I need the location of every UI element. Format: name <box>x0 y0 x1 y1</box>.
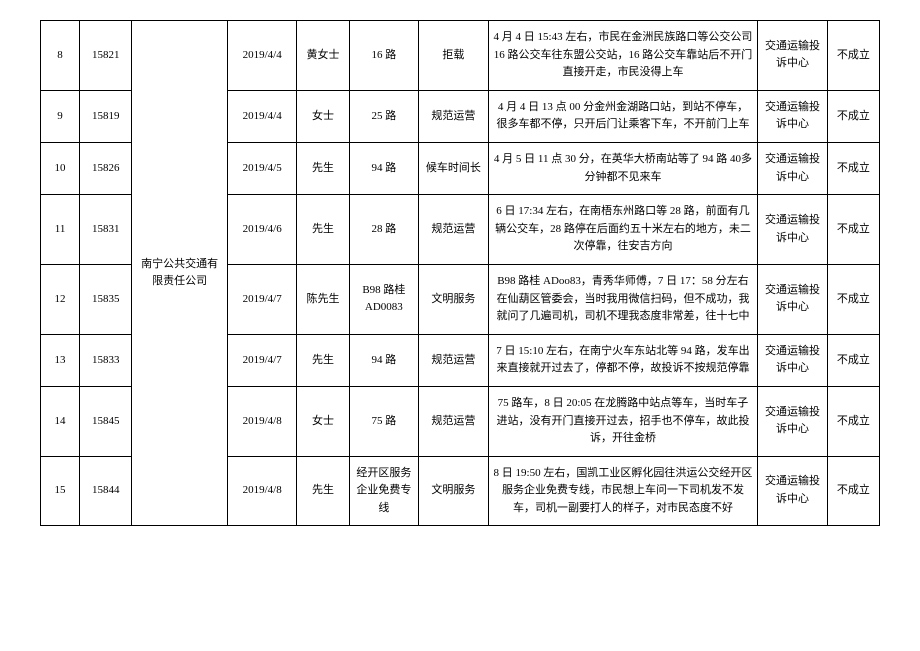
cell-id: 15821 <box>80 21 132 91</box>
cell-department: 交通运输投诉中心 <box>758 334 828 386</box>
cell-person: 先生 <box>297 142 349 194</box>
cell-id: 15835 <box>80 264 132 334</box>
cell-department: 交通运输投诉中心 <box>758 386 828 456</box>
cell-id: 15845 <box>80 386 132 456</box>
cell-description: 4 月 4 日 13 点 00 分金州金湖路口站，到站不停车，很多车都不停，只开… <box>488 90 758 142</box>
cell-person: 先生 <box>297 334 349 386</box>
cell-date: 2019/4/4 <box>227 90 297 142</box>
cell-result: 不成立 <box>827 334 879 386</box>
cell-index: 15 <box>41 456 80 526</box>
cell-description: 7 日 15:10 左右，在南宁火车东站北等 94 路，发车出来直接就开过去了，… <box>488 334 758 386</box>
cell-date: 2019/4/7 <box>227 334 297 386</box>
cell-date: 2019/4/4 <box>227 21 297 91</box>
cell-id: 15826 <box>80 142 132 194</box>
cell-id: 15831 <box>80 195 132 265</box>
cell-department: 交通运输投诉中心 <box>758 456 828 526</box>
cell-description: 75 路车，8 日 20:05 在龙腾路中站点等车，当时车子进站，没有开门直接开… <box>488 386 758 456</box>
table-row: 815821南宁公共交通有限责任公司2019/4/4黄女士16 路拒载4 月 4… <box>41 21 880 91</box>
cell-route: 94 路 <box>349 334 419 386</box>
cell-route: 16 路 <box>349 21 419 91</box>
cell-index: 12 <box>41 264 80 334</box>
cell-type: 规范运营 <box>419 386 489 456</box>
cell-person: 先生 <box>297 456 349 526</box>
cell-result: 不成立 <box>827 264 879 334</box>
cell-route: 25 路 <box>349 90 419 142</box>
cell-description: 6 日 17:34 左右，在南梧东州路口等 28 路，前面有几辆公交车，28 路… <box>488 195 758 265</box>
cell-person: 陈先生 <box>297 264 349 334</box>
cell-id: 15844 <box>80 456 132 526</box>
cell-description: B98 路桂 ADoo83，青秀华师傅，7 日 17：58 分左右在仙葫区管委会… <box>488 264 758 334</box>
cell-id: 15819 <box>80 90 132 142</box>
cell-index: 11 <box>41 195 80 265</box>
cell-department: 交通运输投诉中心 <box>758 90 828 142</box>
cell-person: 先生 <box>297 195 349 265</box>
cell-date: 2019/4/5 <box>227 142 297 194</box>
cell-type: 规范运营 <box>419 195 489 265</box>
cell-result: 不成立 <box>827 90 879 142</box>
cell-type: 文明服务 <box>419 456 489 526</box>
cell-index: 8 <box>41 21 80 91</box>
cell-id: 15833 <box>80 334 132 386</box>
cell-result: 不成立 <box>827 21 879 91</box>
cell-person: 女士 <box>297 90 349 142</box>
cell-department: 交通运输投诉中心 <box>758 195 828 265</box>
cell-type: 候车时间长 <box>419 142 489 194</box>
cell-index: 13 <box>41 334 80 386</box>
cell-result: 不成立 <box>827 456 879 526</box>
cell-result: 不成立 <box>827 142 879 194</box>
cell-department: 交通运输投诉中心 <box>758 264 828 334</box>
cell-result: 不成立 <box>827 195 879 265</box>
cell-index: 10 <box>41 142 80 194</box>
cell-date: 2019/4/6 <box>227 195 297 265</box>
cell-person: 女士 <box>297 386 349 456</box>
cell-type: 文明服务 <box>419 264 489 334</box>
cell-index: 9 <box>41 90 80 142</box>
cell-company: 南宁公共交通有限责任公司 <box>132 21 228 526</box>
cell-description: 4 月 4 日 15:43 左右，市民在金洲民族路口等公交公司 16 路公交车往… <box>488 21 758 91</box>
cell-department: 交通运输投诉中心 <box>758 21 828 91</box>
cell-route: B98 路桂AD0083 <box>349 264 419 334</box>
cell-index: 14 <box>41 386 80 456</box>
cell-date: 2019/4/8 <box>227 456 297 526</box>
cell-result: 不成立 <box>827 386 879 456</box>
cell-route: 94 路 <box>349 142 419 194</box>
cell-type: 拒载 <box>419 21 489 91</box>
cell-type: 规范运营 <box>419 90 489 142</box>
cell-description: 8 日 19:50 左右，国凯工业区孵化园往洪运公交经开区服务企业免费专线，市民… <box>488 456 758 526</box>
cell-description: 4 月 5 日 11 点 30 分，在英华大桥南站等了 94 路 40多分钟都不… <box>488 142 758 194</box>
cell-date: 2019/4/8 <box>227 386 297 456</box>
cell-person: 黄女士 <box>297 21 349 91</box>
cell-route: 经开区服务企业免费专线 <box>349 456 419 526</box>
complaint-table: 815821南宁公共交通有限责任公司2019/4/4黄女士16 路拒载4 月 4… <box>40 20 880 526</box>
cell-department: 交通运输投诉中心 <box>758 142 828 194</box>
cell-route: 75 路 <box>349 386 419 456</box>
cell-type: 规范运营 <box>419 334 489 386</box>
cell-date: 2019/4/7 <box>227 264 297 334</box>
cell-route: 28 路 <box>349 195 419 265</box>
